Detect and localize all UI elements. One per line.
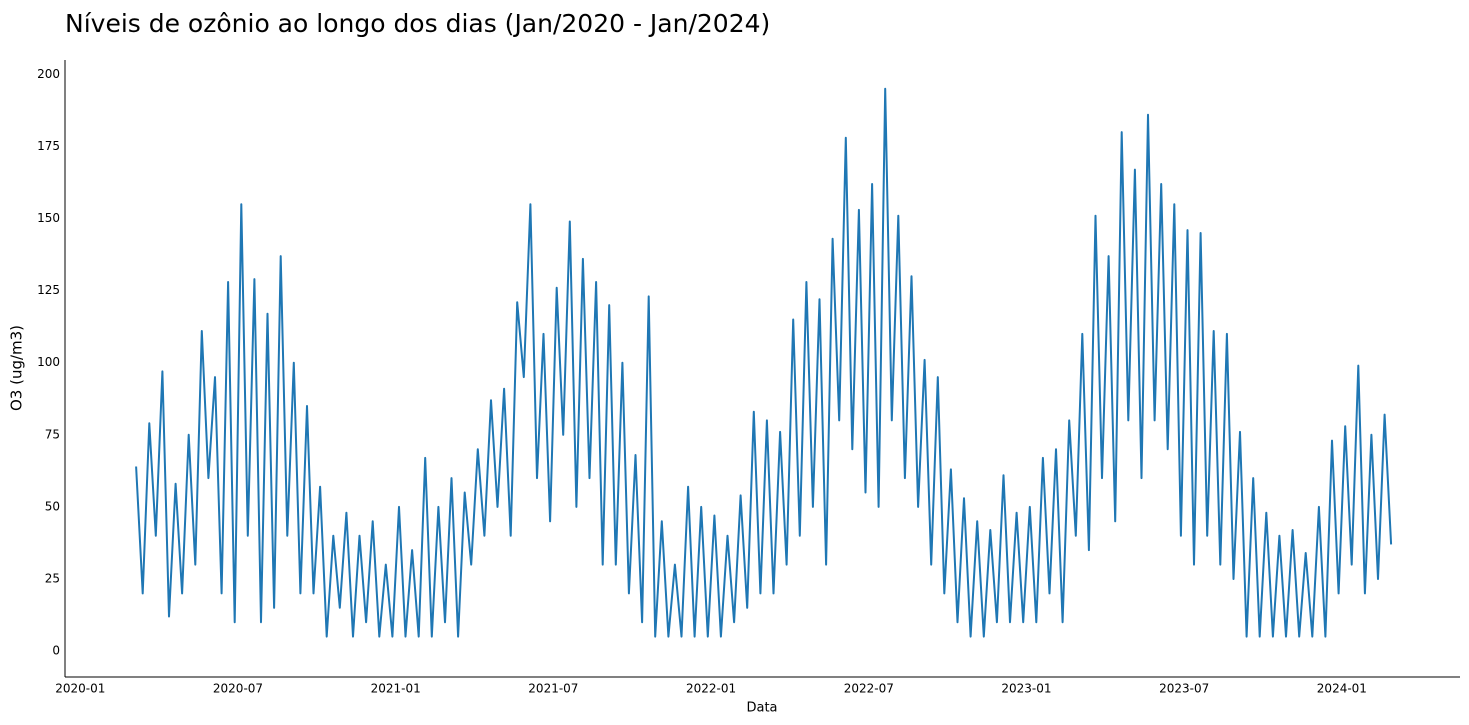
y-tick-label: 100 [37,355,60,369]
y-axis-label: O3 (ug/m3) [8,325,26,411]
x-tick-label: 2024-01 [1317,682,1367,696]
x-tick-label: 2023-07 [1159,682,1209,696]
y-tick-label: 175 [37,139,60,153]
chart-title: Níveis de ozônio ao longo dos dias (Jan/… [65,9,770,38]
data-line [135,87,1393,638]
y-tick-label: 150 [37,211,60,225]
y-tick-label: 75 [45,427,60,441]
y-tick-label: 50 [45,499,60,513]
y-tick-label: 25 [45,571,60,585]
x-tick-label: 2021-01 [371,682,421,696]
y-tick-label: 125 [37,283,60,297]
y-tick-label: 0 [52,644,60,658]
x-tick-label: 2022-01 [686,682,736,696]
x-axis-label: Data [746,701,777,716]
x-tick-label: 2020-01 [55,682,105,696]
x-tick-label: 2020-07 [213,682,263,696]
x-tick-label: 2021-07 [528,682,578,696]
y-tick-label: 200 [37,67,60,81]
x-tick-label: 2022-07 [844,682,894,696]
x-tick-label: 2023-01 [1001,682,1051,696]
